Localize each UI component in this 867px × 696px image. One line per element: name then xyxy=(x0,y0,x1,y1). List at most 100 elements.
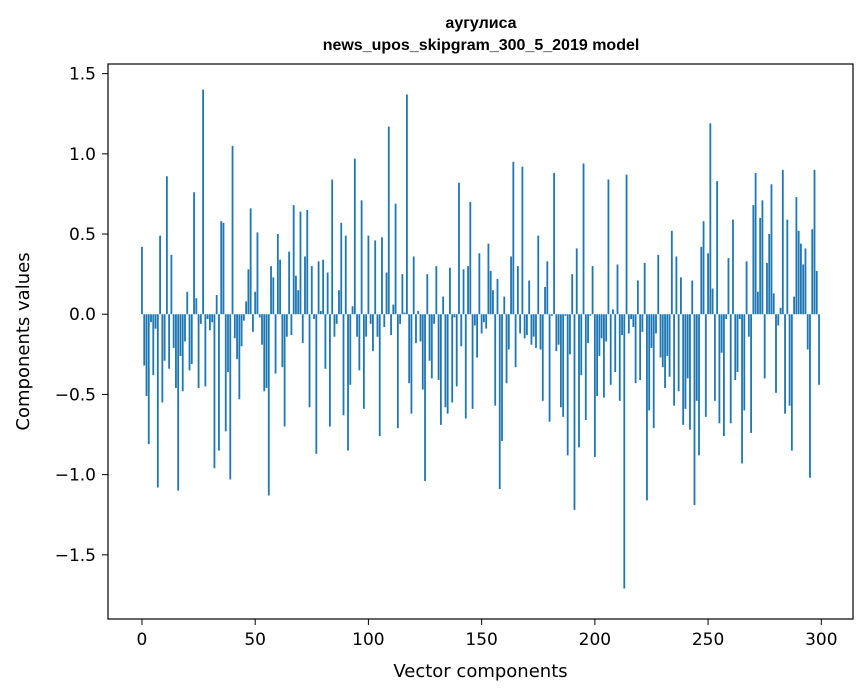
bar xyxy=(539,314,542,350)
bar xyxy=(331,179,334,315)
bar xyxy=(591,266,594,315)
bar xyxy=(154,314,157,329)
bar xyxy=(267,314,270,496)
bar xyxy=(650,314,653,348)
bar xyxy=(381,237,383,315)
bar xyxy=(795,197,798,315)
bar xyxy=(360,200,363,315)
bar xyxy=(566,314,569,456)
bar xyxy=(480,314,483,334)
bar xyxy=(793,296,796,315)
bar xyxy=(170,254,173,315)
bar xyxy=(704,314,707,417)
bar xyxy=(535,314,537,348)
bar xyxy=(621,314,623,336)
bar xyxy=(686,314,689,379)
bar xyxy=(261,314,263,345)
bar xyxy=(358,314,361,371)
bar xyxy=(365,314,368,337)
bar xyxy=(741,314,743,464)
bar xyxy=(161,314,164,403)
chart-title: аугулиса xyxy=(445,15,516,32)
bar xyxy=(811,229,814,315)
bar xyxy=(272,277,275,315)
bar xyxy=(655,314,657,334)
bar xyxy=(641,314,644,332)
bar xyxy=(385,272,388,315)
bar xyxy=(340,222,343,315)
bar xyxy=(451,314,454,403)
bar xyxy=(322,259,325,315)
bar xyxy=(657,254,660,315)
bar xyxy=(781,169,784,315)
bar xyxy=(526,314,528,336)
bar xyxy=(349,314,352,385)
bar xyxy=(496,278,499,315)
bar xyxy=(544,286,546,315)
bar xyxy=(684,314,687,409)
bar xyxy=(247,269,250,315)
bar xyxy=(627,314,630,334)
bar xyxy=(550,314,553,316)
bar xyxy=(335,314,338,324)
bar xyxy=(528,280,531,315)
bar xyxy=(503,296,506,315)
y-tick-label: 0.0 xyxy=(69,305,96,325)
bar xyxy=(159,235,161,315)
bar xyxy=(333,314,336,337)
x-tick-label: 100 xyxy=(352,630,384,650)
bar xyxy=(390,314,392,336)
y-tick-label: 1.0 xyxy=(69,145,96,165)
bar xyxy=(181,314,184,392)
bar xyxy=(743,314,746,411)
bar xyxy=(415,314,417,344)
bar xyxy=(464,314,467,419)
bar xyxy=(546,261,549,315)
bar xyxy=(600,314,603,339)
bar xyxy=(573,314,576,510)
y-axis-label: Components values xyxy=(13,252,34,430)
bar xyxy=(709,123,712,315)
bar xyxy=(750,314,752,433)
bar xyxy=(439,314,442,425)
bar xyxy=(603,314,605,398)
bar xyxy=(598,314,601,356)
bar xyxy=(374,240,377,315)
x-tick-label: 300 xyxy=(805,630,837,650)
bar xyxy=(152,314,155,376)
bar xyxy=(559,314,562,408)
bar xyxy=(175,314,177,389)
bar xyxy=(240,314,243,347)
bar xyxy=(593,314,596,457)
bar xyxy=(537,235,540,315)
bar xyxy=(695,314,698,401)
bar xyxy=(460,314,463,347)
bar xyxy=(369,314,372,324)
bar xyxy=(462,269,465,315)
bar xyxy=(249,208,252,315)
bar xyxy=(677,314,680,392)
bar xyxy=(199,314,202,324)
bar xyxy=(245,301,248,315)
bar xyxy=(756,291,759,315)
x-tick-label: 150 xyxy=(465,630,497,650)
bar xyxy=(326,272,329,315)
bar xyxy=(274,314,277,374)
bar xyxy=(492,290,494,315)
bar xyxy=(356,314,358,337)
bar xyxy=(394,203,397,315)
bar xyxy=(421,314,424,390)
bar xyxy=(437,314,440,380)
bar xyxy=(584,314,587,421)
bar xyxy=(519,314,522,334)
bar xyxy=(378,314,381,437)
bar xyxy=(392,304,395,315)
bar xyxy=(809,314,811,478)
bar xyxy=(252,314,254,332)
bar xyxy=(202,89,205,315)
bar xyxy=(204,314,207,387)
bar xyxy=(372,314,374,352)
bar xyxy=(702,221,705,315)
bar xyxy=(319,311,322,315)
bar xyxy=(661,314,664,368)
